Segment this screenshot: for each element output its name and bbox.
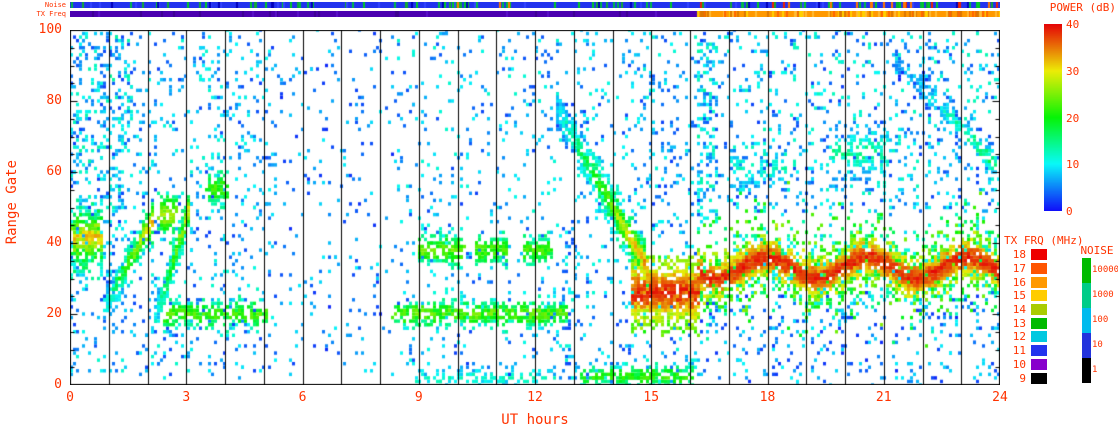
txfrq-legend-title: TX FRQ (MHz) [1004, 234, 1084, 247]
power-tick-label: 10 [1066, 158, 1080, 172]
x-tick-label: 6 [298, 390, 307, 405]
y-tick-label: 20 [46, 306, 62, 321]
noise-legend-segment [1082, 333, 1091, 358]
txfreq-strip-label: TX Freq [36, 10, 66, 18]
txfrq-entry-label: 13 [1012, 316, 1026, 330]
txfrq-legend-entry: 18 [1004, 248, 1047, 262]
power-tick-label: 0 [1066, 205, 1073, 218]
txfrq-legend-entry: 15 [1004, 289, 1047, 303]
txfrq-legend-entry: 16 [1004, 275, 1047, 289]
txfrq-entry-swatch [1031, 372, 1047, 384]
txfrq-entry-label: 10 [1012, 357, 1026, 371]
x-tick-label: 21 [875, 390, 892, 405]
power-tick-label: 40 [1066, 18, 1080, 31]
txfrq-entry-label: 9 [1019, 371, 1026, 385]
txfrq-legend-entry: 11 [1004, 344, 1047, 358]
txfrq-entry-swatch [1031, 317, 1047, 329]
x-axis-label: UT hours [501, 412, 569, 428]
noise-legend-segment [1082, 283, 1091, 308]
txfrq-entry-label: 16 [1012, 275, 1026, 289]
txfrq-legend-entry: 13 [1004, 316, 1047, 330]
txfrq-entry-swatch [1031, 358, 1047, 370]
noise-tick-label: 10000 [1092, 265, 1118, 275]
txfrq-entry-label: 17 [1012, 262, 1026, 276]
txfrq-legend-entry: 17 [1004, 262, 1047, 276]
txfrq-entry-swatch [1031, 263, 1047, 275]
txfrq-entry-swatch [1031, 276, 1047, 288]
noise-legend-segment [1082, 308, 1091, 333]
txfrq-entry-swatch [1031, 345, 1047, 357]
txfrq-entry-label: 14 [1012, 303, 1026, 317]
txfrq-entry-swatch [1031, 290, 1047, 302]
noise-legend-bar [1082, 258, 1091, 383]
power-tick-label: 20 [1066, 111, 1080, 125]
noise-legend-title: NOISE [1080, 244, 1114, 257]
x-tick-label: 9 [414, 390, 423, 405]
txfrq-legend-entry: 9 [1004, 371, 1047, 385]
x-tick-label: 15 [643, 390, 660, 405]
x-tick-label: 12 [527, 390, 543, 405]
rti-plot-canvas [70, 30, 1000, 385]
x-tick-label: 0 [66, 390, 74, 405]
noise-legend-segment [1082, 258, 1091, 283]
power-colorbar [1044, 24, 1062, 211]
x-tick-label: 18 [759, 390, 776, 405]
txfreq-status-strip [70, 11, 1000, 17]
y-tick-label: 0 [54, 377, 62, 392]
y-tick-label: 40 [46, 235, 62, 250]
x-tick-label: 24 [992, 390, 1008, 405]
txfrq-legend-entry: 10 [1004, 358, 1047, 372]
y-tick-label: 100 [38, 22, 62, 37]
txfrq-entry-label: 11 [1012, 344, 1026, 358]
power-colorbar-title: POWER (dB) [1049, 1, 1116, 14]
y-tick-label: 80 [46, 93, 62, 108]
noise-status-strip [70, 2, 1000, 8]
txfrq-entry-swatch [1031, 304, 1047, 316]
noise-tick-label: 10 [1092, 340, 1103, 350]
txfrq-legend-entry: 14 [1004, 303, 1047, 317]
y-tick-label: 60 [46, 164, 62, 179]
txfrq-entry-label: 18 [1012, 248, 1026, 262]
noise-tick-label: 100 [1092, 315, 1109, 325]
noise-tick-label: 1 [1092, 365, 1098, 375]
txfrq-legend-entry: 12 [1004, 330, 1047, 344]
noise-legend-segment [1082, 358, 1091, 383]
noise-strip-label: Noise [44, 1, 66, 9]
txfrq-entry-swatch [1031, 249, 1047, 261]
power-tick-label: 30 [1066, 64, 1080, 78]
txfrq-legend: 18 17 16 15 14 13 12 11 10 9 [1004, 248, 1047, 385]
x-tick-label: 3 [182, 390, 191, 405]
txfrq-entry-label: 12 [1012, 330, 1026, 344]
txfrq-entry-swatch [1031, 331, 1047, 343]
txfrq-entry-label: 15 [1012, 289, 1026, 303]
noise-tick-label: 1000 [1092, 290, 1114, 300]
